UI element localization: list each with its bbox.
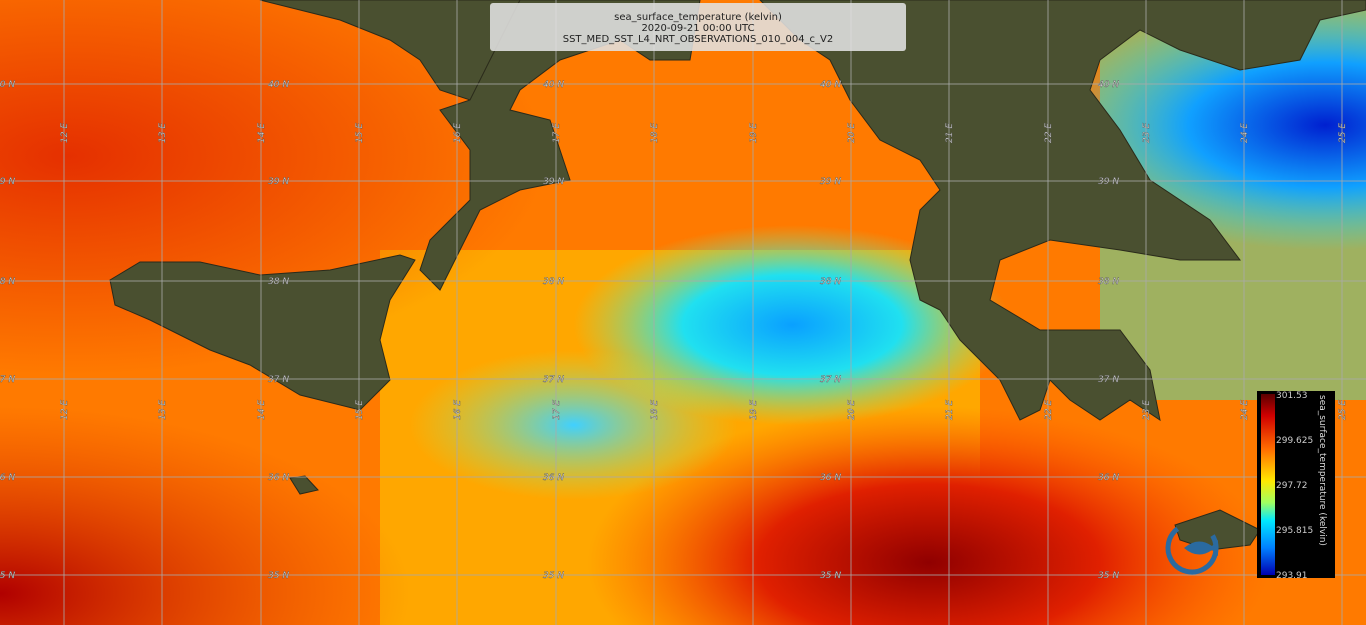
lat-label: 36 N bbox=[820, 473, 841, 483]
lon-label: 13 E bbox=[158, 400, 168, 420]
lat-label: 37 N bbox=[1098, 375, 1119, 385]
lat-label: 40 N bbox=[0, 80, 15, 90]
lon-label: 21 E bbox=[945, 400, 955, 420]
lon-label: 22 E bbox=[1044, 400, 1054, 420]
colorbar-ramp bbox=[1261, 394, 1275, 575]
lat-label: 39 N bbox=[0, 177, 15, 187]
lon-label: 16 E bbox=[453, 123, 463, 143]
layer-product: SST_MED_SST_L4_NRT_OBSERVATIONS_010_004_… bbox=[562, 34, 834, 45]
logo bbox=[1165, 521, 1219, 575]
lon-label: 13 E bbox=[158, 123, 168, 143]
lat-label: 37 N bbox=[0, 375, 15, 385]
lat-label: 40 N bbox=[820, 80, 841, 90]
lat-label: 38 N bbox=[1098, 277, 1119, 287]
lon-label: 14 E bbox=[257, 400, 267, 420]
lon-label: 24 E bbox=[1240, 123, 1250, 143]
lon-label: 16 E bbox=[453, 400, 463, 420]
lat-label: 36 N bbox=[268, 473, 289, 483]
lat-label: 35 N bbox=[820, 571, 841, 581]
lon-label: 23 E bbox=[1142, 400, 1152, 420]
lat-label: 37 N bbox=[543, 375, 564, 385]
lat-label: 35 N bbox=[1098, 571, 1119, 581]
lon-label: 23 E bbox=[1142, 123, 1152, 143]
lat-label: 40 N bbox=[1098, 80, 1119, 90]
lon-label: 20 E bbox=[847, 123, 857, 143]
lat-label: 38 N bbox=[268, 277, 289, 287]
lat-label: 39 N bbox=[543, 177, 564, 187]
greece bbox=[759, 0, 1366, 422]
logo-fish bbox=[1184, 540, 1218, 556]
lon-label: 21 E bbox=[945, 123, 955, 143]
lon-label: 15 E bbox=[355, 123, 365, 143]
lat-label: 37 N bbox=[820, 375, 841, 385]
colorbar: sea_surface_temperature (kelvin) 301.53 2… bbox=[1257, 391, 1335, 581]
lon-label: 24 E bbox=[1240, 400, 1250, 420]
lon-label: 18 E bbox=[650, 123, 660, 143]
layer-title: sea_surface_temperature (kelvin) bbox=[614, 12, 782, 23]
lat-label: 36 N bbox=[543, 473, 564, 483]
lon-label: 20 E bbox=[847, 400, 857, 420]
lat-label: 38 N bbox=[820, 277, 841, 287]
graticule-labels: 40 N 39 N 38 N 37 N 36 N 35 N 40 N 39 N 38 N 37 N… bbox=[0, 80, 1348, 581]
lon-label: 18 E bbox=[650, 400, 660, 420]
lon-label: 17 E bbox=[552, 123, 562, 143]
lon-label: 19 E bbox=[749, 123, 759, 143]
lon-label: 22 E bbox=[1044, 123, 1054, 143]
colorbar-label: 299.625 bbox=[1276, 436, 1314, 446]
lat-label: 39 N bbox=[268, 177, 289, 187]
lon-label: 25 E bbox=[1338, 400, 1348, 420]
colorbar-label: 297.72 bbox=[1276, 481, 1308, 491]
logo-ring bbox=[1165, 521, 1219, 575]
lon-label: 12 E bbox=[60, 123, 70, 143]
colorbar-label: 295.815 bbox=[1276, 526, 1314, 536]
sicily bbox=[109, 254, 416, 411]
lon-label: 14 E bbox=[257, 123, 267, 143]
colorbar-label: 301.53 bbox=[1276, 391, 1308, 401]
lat-label: 38 N bbox=[543, 277, 564, 287]
crete bbox=[1174, 509, 1261, 551]
lon-label: 12 E bbox=[60, 400, 70, 420]
lon-label: 25 E bbox=[1338, 123, 1348, 143]
layer-date: 2020-09-21 00:00 UTC bbox=[641, 23, 755, 34]
lat-label: 40 N bbox=[268, 80, 289, 90]
lat-label: 35 N bbox=[268, 571, 289, 581]
lat-label: 36 N bbox=[1098, 473, 1119, 483]
lat-label: 35 N bbox=[543, 571, 564, 581]
colorbar-title: sea_surface_temperature (kelvin) bbox=[1317, 395, 1327, 546]
lon-label: 19 E bbox=[749, 400, 759, 420]
land bbox=[109, 0, 1366, 551]
lon-label: 15 E bbox=[355, 400, 365, 420]
lat-label: 38 N bbox=[0, 277, 15, 287]
lat-label: 37 N bbox=[268, 375, 289, 385]
lat-label: 39 N bbox=[1098, 177, 1119, 187]
lat-label: 35 N bbox=[0, 571, 15, 581]
layer-info: sea_surface_temperature (kelvin) 2020-09… bbox=[490, 3, 906, 51]
lat-label: 36 N bbox=[0, 473, 15, 483]
colorbar-label: 293.91 bbox=[1276, 571, 1308, 581]
lat-label: 39 N bbox=[820, 177, 841, 187]
italy-south bbox=[419, 0, 701, 291]
lat-label: 40 N bbox=[543, 80, 564, 90]
lon-label: 17 E bbox=[552, 400, 562, 420]
